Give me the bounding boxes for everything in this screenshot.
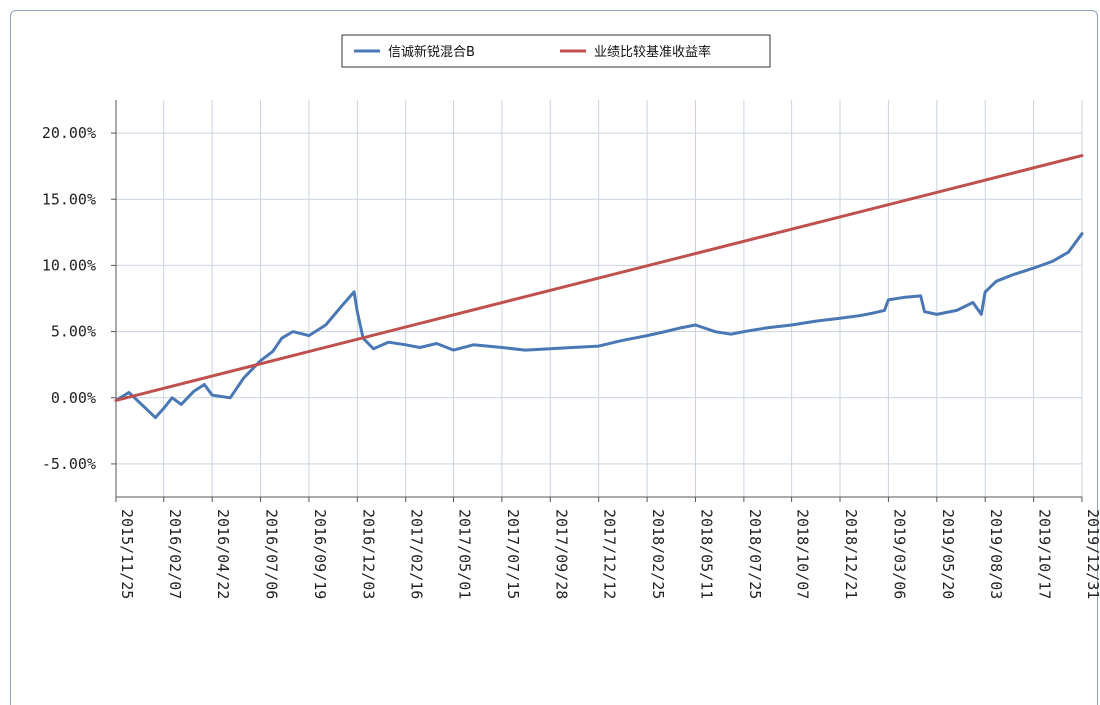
chart-frame	[10, 10, 1098, 705]
y-tick-label: 5.00%	[51, 323, 96, 341]
x-tick-label: 2018/05/11	[697, 509, 715, 599]
x-tick-label: 2017/12/12	[601, 509, 619, 599]
y-tick-labels: -5.00% 0.00% 5.00% 10.00% 15.00% 20.00%	[42, 124, 96, 473]
x-tick-label: 2018/12/21	[842, 509, 860, 599]
x-tick-label: 2019/12/31	[1084, 509, 1100, 599]
x-tick-label: 2016/02/07	[166, 509, 184, 599]
series-line-2	[114, 154, 1084, 402]
x-tick-label: 2016/09/19	[311, 509, 329, 599]
y-tick-label: 0.00%	[51, 389, 96, 407]
x-tick-label: 2019/03/06	[890, 509, 908, 599]
legend-box	[341, 34, 771, 68]
x-tick-label: 2018/02/25	[649, 509, 667, 599]
x-tick-label: 2016/07/06	[263, 509, 281, 599]
x-tick-label: 2016/04/22	[214, 509, 232, 599]
x-tick-label: 2019/05/20	[939, 509, 957, 599]
y-tick-label: 10.00%	[42, 256, 96, 274]
x-tick-label: 2017/09/28	[552, 509, 570, 599]
y-tick-label: 15.00%	[42, 190, 96, 208]
legend-label-1: 信诚新锐混合B	[388, 44, 475, 60]
y-tick-label: 20.00%	[42, 124, 96, 142]
x-tick-label: 2018/07/25	[746, 509, 764, 599]
x-tick-label: 2017/02/16	[408, 509, 426, 599]
x-tick-labels: 2015/11/25 2016/02/07 2016/04/22 2016/07/06…	[118, 509, 1100, 599]
axes	[111, 100, 1083, 502]
legend: 信诚新锐混合B 业绩比较基准收益率	[341, 34, 771, 68]
x-tick-label: 2017/07/15	[504, 509, 522, 599]
x-tick-label: 2019/08/03	[987, 509, 1005, 599]
x-tick-label: 2017/05/01	[455, 509, 473, 599]
x-tick-label: 2018/10/07	[794, 509, 812, 599]
series-line-1	[114, 232, 1084, 420]
legend-label-2: 业绩比较基准收益率	[594, 44, 711, 60]
x-tick-label: 2016/12/03	[359, 509, 377, 599]
x-tick-label: 2019/10/17	[1036, 509, 1054, 599]
grid-lines	[115, 100, 1083, 497]
x-tick-label: 2015/11/25	[118, 509, 136, 599]
y-tick-label: -5.00%	[42, 455, 96, 473]
series-lines	[114, 154, 1084, 420]
